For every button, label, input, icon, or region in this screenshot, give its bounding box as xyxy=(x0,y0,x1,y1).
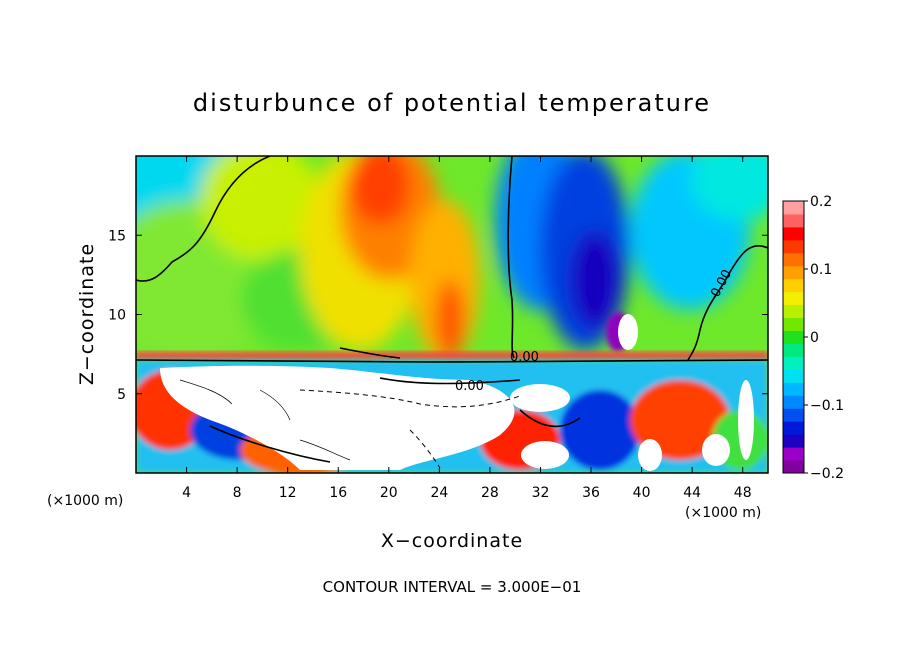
colorbar-swatch xyxy=(783,447,804,461)
colorbar-tick-label: 0.1 xyxy=(810,262,832,278)
colorbar-swatch xyxy=(783,226,804,241)
colorbar-swatch xyxy=(783,304,804,319)
contour-label: 0.00 xyxy=(455,379,484,394)
colorbar-swatch xyxy=(783,278,804,293)
x-axis-label: X−coordinate xyxy=(381,530,523,552)
colorbar-swatch xyxy=(783,434,804,448)
contour-interval-note: CONTOUR INTERVAL = 3.000E−01 xyxy=(323,578,582,596)
colorbar-swatch xyxy=(783,356,804,370)
y-axis-ticks: 5 10 15 xyxy=(108,228,768,403)
colorbar-swatch xyxy=(783,382,804,396)
colorbar-swatch xyxy=(783,330,804,344)
x-tick-label: 8 xyxy=(233,485,242,501)
y-axis-label: Z−coordinate xyxy=(76,243,98,385)
colorbar-tick-label: −0.2 xyxy=(810,466,844,482)
colorbar-swatch xyxy=(783,239,804,254)
colorbar-swatch xyxy=(783,213,804,228)
colorbar-swatch xyxy=(783,369,804,383)
y-tick-label: 5 xyxy=(117,387,126,403)
x-tick-label: 20 xyxy=(380,485,398,501)
x-tick-label: 48 xyxy=(734,485,752,501)
chart-title: disturbunce of potential temperature xyxy=(193,89,711,117)
x-axis-unit-right: (×1000 m) xyxy=(685,505,761,521)
colorbar-swatch xyxy=(783,395,804,409)
contour-label: 0.00 xyxy=(510,350,539,365)
x-tick-label: 12 xyxy=(279,485,297,501)
x-tick-label: 28 xyxy=(481,485,499,501)
colorbar-swatch xyxy=(783,291,804,306)
colorbar-swatch xyxy=(783,421,804,435)
x-tick-label: 44 xyxy=(683,485,701,501)
y-tick-label: 10 xyxy=(108,308,126,324)
colorbar xyxy=(783,201,804,474)
x-tick-label: 16 xyxy=(329,485,347,501)
colorbar-tick-label: 0 xyxy=(810,330,819,346)
x-tick-label: 40 xyxy=(633,485,651,501)
x-axis-unit: (×1000 m) xyxy=(47,493,123,509)
colorbar-swatch xyxy=(783,265,804,280)
x-tick-label: 36 xyxy=(582,485,600,501)
colorbar-ticks: 0.2 0.1 0 −0.1 −0.2 xyxy=(804,194,844,482)
colorbar-swatch xyxy=(783,252,804,267)
x-tick-label: 24 xyxy=(430,485,448,501)
colorbar-tick-label: 0.2 xyxy=(810,194,832,210)
heatmap-field xyxy=(136,156,768,473)
x-tick-label: 32 xyxy=(532,485,550,501)
colorbar-tick-label: −0.1 xyxy=(810,398,844,414)
colorbar-swatch xyxy=(783,343,804,357)
colorbar-swatch xyxy=(783,460,804,474)
x-tick-label: 4 xyxy=(182,485,191,501)
x-axis-ticks: 4 8 12 16 20 24 28 32 36 40 44 48 xyxy=(182,156,752,501)
colorbar-swatch xyxy=(783,201,804,215)
y-tick-label: 15 xyxy=(108,228,126,244)
colorbar-swatch xyxy=(783,408,804,422)
colorbar-swatch xyxy=(783,317,804,332)
